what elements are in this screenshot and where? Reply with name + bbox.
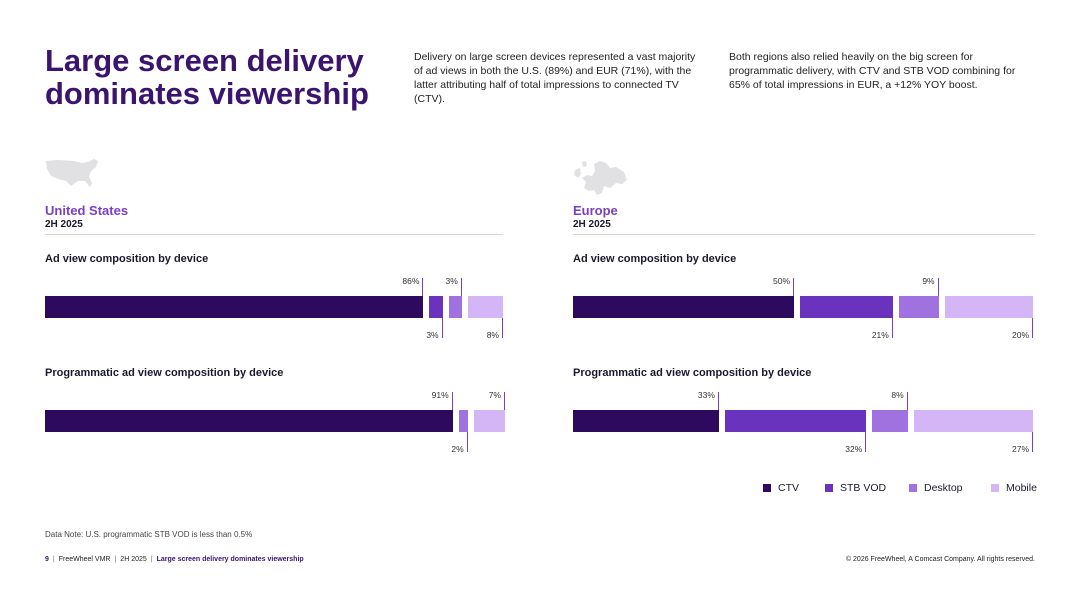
percent-label-desktop: 3% (445, 276, 458, 286)
percent-label-mobile: 7% (488, 390, 501, 400)
legend-swatch-stb-vod (825, 484, 833, 492)
bar-segment-ctv (573, 410, 719, 432)
bar-segment-mobile (473, 410, 505, 432)
label-leader-line (451, 392, 453, 410)
footer-page-number: 9 (45, 556, 49, 563)
bar-segment-stb-vod (429, 296, 443, 318)
percent-label-ctv: 91% (431, 390, 449, 400)
label-leader-line (1032, 432, 1033, 452)
divider-us (45, 234, 503, 235)
chart-title-eu-programmatic: Programmatic ad view composition by devi… (573, 367, 812, 379)
percent-label-mobile: 27% (1011, 444, 1029, 454)
label-leader-line (865, 432, 867, 452)
legend-swatch-mobile (991, 484, 999, 492)
bar-segment-stb-vod (724, 410, 867, 432)
legend-item-mobile: Mobile (991, 482, 1037, 494)
label-leader-line (937, 278, 939, 296)
bar-segment-desktop (448, 296, 462, 318)
legend-item-stb-vod: STB VOD (825, 482, 886, 494)
footer-period: 2H 2025 (120, 556, 147, 563)
intro-paragraph-1: Delivery on large screen devices represe… (414, 51, 696, 105)
label-leader-line (906, 392, 908, 410)
footer-section: Large screen delivery dominates viewersh… (156, 556, 304, 563)
copyright: © 2026 FreeWheel, A Comcast Company. All… (845, 556, 1035, 563)
percent-label-desktop: 8% (891, 390, 904, 400)
percent-label-ctv: 86% (402, 276, 420, 286)
percent-label-stb-vod: 32% (845, 444, 863, 454)
percent-label-mobile: 20% (1011, 330, 1029, 340)
bar-segment-desktop (872, 410, 908, 432)
percent-label-ctv: 33% (697, 390, 715, 400)
bar-segment-desktop (898, 296, 939, 318)
legend-swatch-ctv (763, 484, 771, 492)
bar-segment-ctv (45, 296, 424, 318)
legend-label-stb-vod: STB VOD (840, 482, 887, 494)
percent-label-desktop: 2% (451, 444, 464, 454)
label-leader-line (422, 278, 424, 296)
footer-brand: FreeWheel VMR (58, 556, 111, 563)
label-leader-line (460, 278, 462, 296)
label-leader-line (502, 318, 503, 338)
region-title-us: United States (45, 203, 129, 218)
chart-title-us-ad-views: Ad view composition by device (45, 253, 209, 265)
label-leader-line (717, 392, 719, 410)
legend-item-ctv: CTV (763, 482, 799, 494)
bar-segment-desktop (458, 410, 468, 432)
label-leader-line (441, 318, 443, 338)
legend-label-mobile: Mobile (1006, 482, 1037, 494)
period-us: 2H 2025 (45, 219, 83, 230)
percent-label-ctv: 50% (772, 276, 790, 286)
legend-swatch-desktop (909, 484, 917, 492)
europe-map-icon (574, 161, 627, 195)
percent-label-stb-vod: 21% (871, 330, 889, 340)
page-title: Large screen delivery dominates viewersh… (45, 43, 369, 111)
bar-segment-ctv (45, 410, 453, 432)
label-leader-line (891, 318, 893, 338)
data-note: Data Note: U.S. programmatic STB VOD is … (45, 530, 253, 539)
period-eu: 2H 2025 (573, 219, 611, 230)
percent-label-mobile: 8% (486, 330, 499, 340)
bar-segment-mobile (913, 410, 1033, 432)
percent-label-stb-vod: 3% (426, 330, 439, 340)
label-leader-line (466, 432, 468, 452)
chart-title-eu-ad-views: Ad view composition by device (573, 253, 737, 265)
bar-segment-ctv (573, 296, 794, 318)
footer: 9 | FreeWheel VMR | 2H 2025 | Large screen del… (45, 556, 304, 563)
label-leader-line (793, 278, 794, 296)
us-map-icon (46, 159, 98, 187)
bar-segment-mobile (944, 296, 1033, 318)
bar-segment-stb-vod (800, 296, 893, 318)
percent-label-desktop: 9% (922, 276, 935, 286)
region-title-eu: Europe (573, 203, 618, 218)
bar-segment-mobile (467, 296, 503, 318)
divider-eu (573, 234, 1035, 235)
legend-label-ctv: CTV (778, 482, 799, 494)
legend-item-desktop: Desktop (909, 482, 963, 494)
label-leader-line (1032, 318, 1033, 338)
chart-title-us-programmatic: Programmatic ad view composition by devi… (45, 367, 284, 379)
intro-paragraph-2: Both regions also relied heavily on the … (729, 51, 1016, 91)
label-leader-line (504, 392, 505, 410)
legend-label-desktop: Desktop (924, 482, 963, 494)
